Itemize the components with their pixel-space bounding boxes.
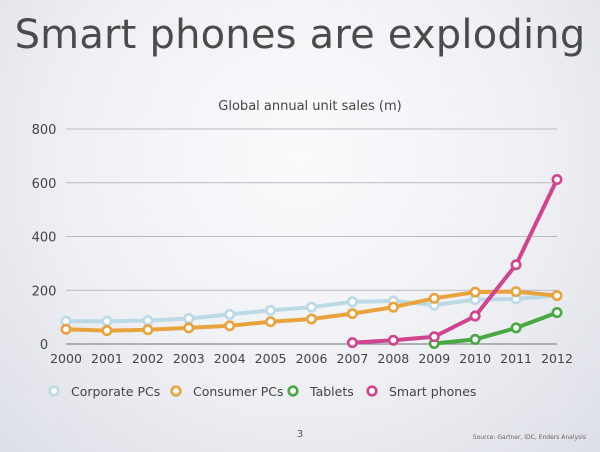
legend: Corporate PCs Consumer PCs Tablets Smart ph… [48,384,476,399]
x-tick-label: 2001 [91,351,123,366]
x-tick-label: 2000 [50,351,82,366]
series-tablets [428,307,563,349]
data-point [265,304,277,316]
data-point [101,325,113,337]
data-point [101,315,113,327]
x-tick-label: 2012 [541,351,573,366]
data-point [510,286,522,298]
legend-label: Smart phones [389,384,476,399]
legend-label: Tablets [309,384,354,399]
legend-label: Consumer PCs [193,384,284,399]
data-point [428,292,440,304]
data-point [510,259,522,271]
data-point [469,333,481,345]
data-point [183,312,195,324]
legend-marker [366,385,378,397]
data-point [305,301,317,313]
y-tick-label: 800 [32,123,57,138]
data-point [305,313,317,325]
x-tick-label: 2003 [173,351,205,366]
page-number: 3 [296,429,304,440]
x-tick-label: 2004 [214,351,246,366]
y-tick-label: 200 [32,284,57,299]
x-tick-label: 2008 [377,351,409,366]
data-point [428,331,440,343]
x-tick-label: 2010 [459,351,491,366]
y-axis-ticks: 0 200 400 600 800 [32,123,57,353]
legend-marker [170,385,182,397]
data-point [387,301,399,313]
y-tick-label: 0 [40,338,48,353]
data-point [469,286,481,298]
x-tick-label: 2002 [132,351,164,366]
legend-marker [48,385,60,397]
x-tick-label: 2006 [296,351,328,366]
source-note: Source: Gartner, IDC, Enders Analysis [472,434,586,441]
data-point [142,315,154,327]
data-point [551,290,563,302]
x-tick-label: 2011 [500,351,532,366]
data-point [346,296,358,308]
series-lines [60,174,563,349]
series-line [350,177,559,345]
series-line [432,310,559,346]
y-tick-label: 600 [32,177,57,192]
series-consumer-pcs [60,286,563,337]
data-point [469,310,481,322]
x-axis-ticks: 2000 2001 2002 2003 2004 2005 2006 2007 2008 2009… [50,351,573,366]
data-point [387,334,399,346]
data-point [346,337,358,349]
chart-title: Global annual unit sales (m) [218,99,401,114]
y-tick-label: 400 [32,231,57,246]
data-point [551,174,563,186]
series-smart-phones [346,174,563,349]
data-point [60,323,72,335]
data-point [551,307,563,319]
data-point [224,308,236,320]
x-tick-label: 2005 [255,351,287,366]
legend-label: Corporate PCs [71,384,160,399]
x-tick-label: 2007 [337,351,369,366]
data-point [183,322,195,334]
legend-marker [287,385,299,397]
data-point [224,320,236,332]
data-point [265,316,277,328]
slide-title: Smart phones are exploding [14,12,586,58]
data-point [142,324,154,336]
data-point [510,322,522,334]
x-tick-label: 2009 [418,351,450,366]
data-point [346,308,358,320]
